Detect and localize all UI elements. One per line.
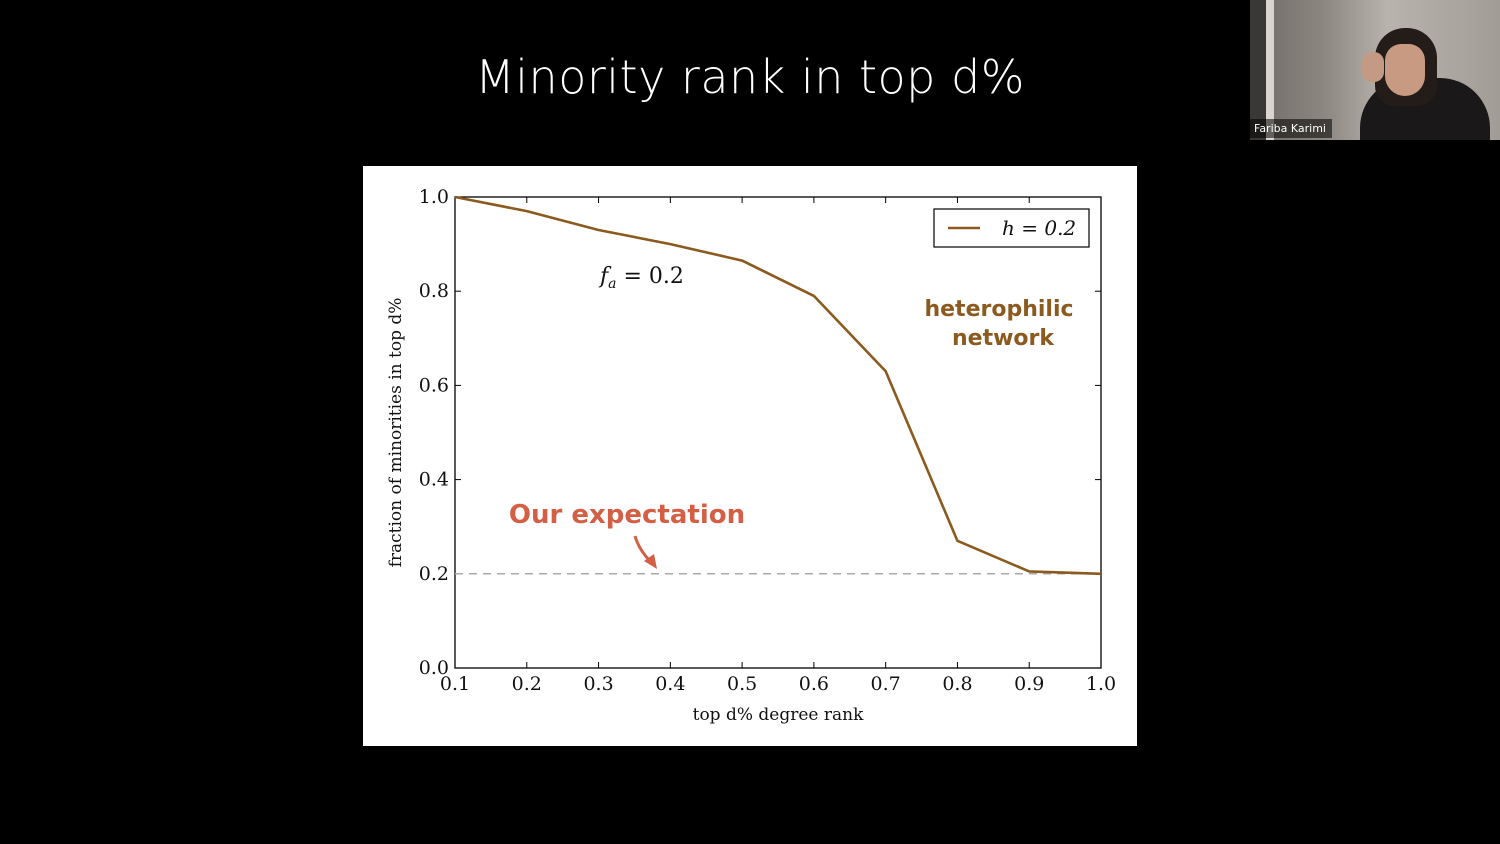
y-tick-label: 0.0 bbox=[419, 657, 449, 679]
y-axis-label: fraction of minorities in top d% bbox=[386, 298, 406, 568]
chart-panel: 0.1 0.2 0.3 0.4 0.5 0.6 0.7 0.8 0.9 1.0 0.0 0.2 0.4 0… bbox=[363, 166, 1137, 746]
x-tick-label: 0.4 bbox=[655, 673, 685, 695]
legend-label: h = 0.2 bbox=[1002, 216, 1076, 240]
y-tick-label: 0.4 bbox=[419, 469, 449, 491]
participant-video-tile[interactable]: Fariba Karimi bbox=[1250, 0, 1500, 140]
expectation-arrow-icon bbox=[644, 554, 657, 569]
network-type-label: network bbox=[952, 326, 1055, 351]
network-type-label: heterophilic bbox=[924, 297, 1073, 322]
y-tick-label: 0.8 bbox=[419, 280, 449, 302]
x-tick-label: 0.7 bbox=[871, 673, 901, 695]
x-tick-label: 0.9 bbox=[1014, 673, 1044, 695]
slide-title: Minority rank in top d% bbox=[475, 50, 1025, 104]
participant-figure bbox=[1385, 44, 1425, 96]
participant-figure bbox=[1362, 52, 1384, 82]
plot-frame bbox=[454, 196, 1102, 669]
x-tick-label: 0.1 bbox=[440, 673, 470, 695]
line-chart: 0.1 0.2 0.3 0.4 0.5 0.6 0.7 0.8 0.9 1.0 0.0 0.2 0.4 0… bbox=[386, 186, 1116, 725]
x-tick-label: 0.8 bbox=[942, 673, 972, 695]
expectation-label: Our expectation bbox=[509, 500, 745, 530]
x-tick-label: 0.6 bbox=[799, 673, 829, 695]
x-tick-label: 0.3 bbox=[583, 673, 613, 695]
video-background bbox=[1266, 0, 1274, 140]
fa-annotation: fa = 0.2 bbox=[598, 264, 684, 292]
x-tick-label: 0.2 bbox=[512, 673, 542, 695]
video-background bbox=[1250, 0, 1268, 140]
y-tick-label: 0.2 bbox=[419, 563, 449, 585]
participant-name: Fariba Karimi bbox=[1250, 119, 1332, 138]
plot-area: 0.1 0.2 0.3 0.4 0.5 0.6 0.7 0.8 0.9 1.0 0.0 0.2 0.4 0… bbox=[386, 186, 1116, 725]
y-tick-label: 0.6 bbox=[419, 374, 449, 396]
y-tick-label: 1.0 bbox=[419, 186, 449, 208]
x-tick-label: 0.5 bbox=[727, 673, 757, 695]
x-tick-label: 1.0 bbox=[1086, 673, 1116, 695]
x-axis-label: top d% degree rank bbox=[693, 705, 864, 725]
